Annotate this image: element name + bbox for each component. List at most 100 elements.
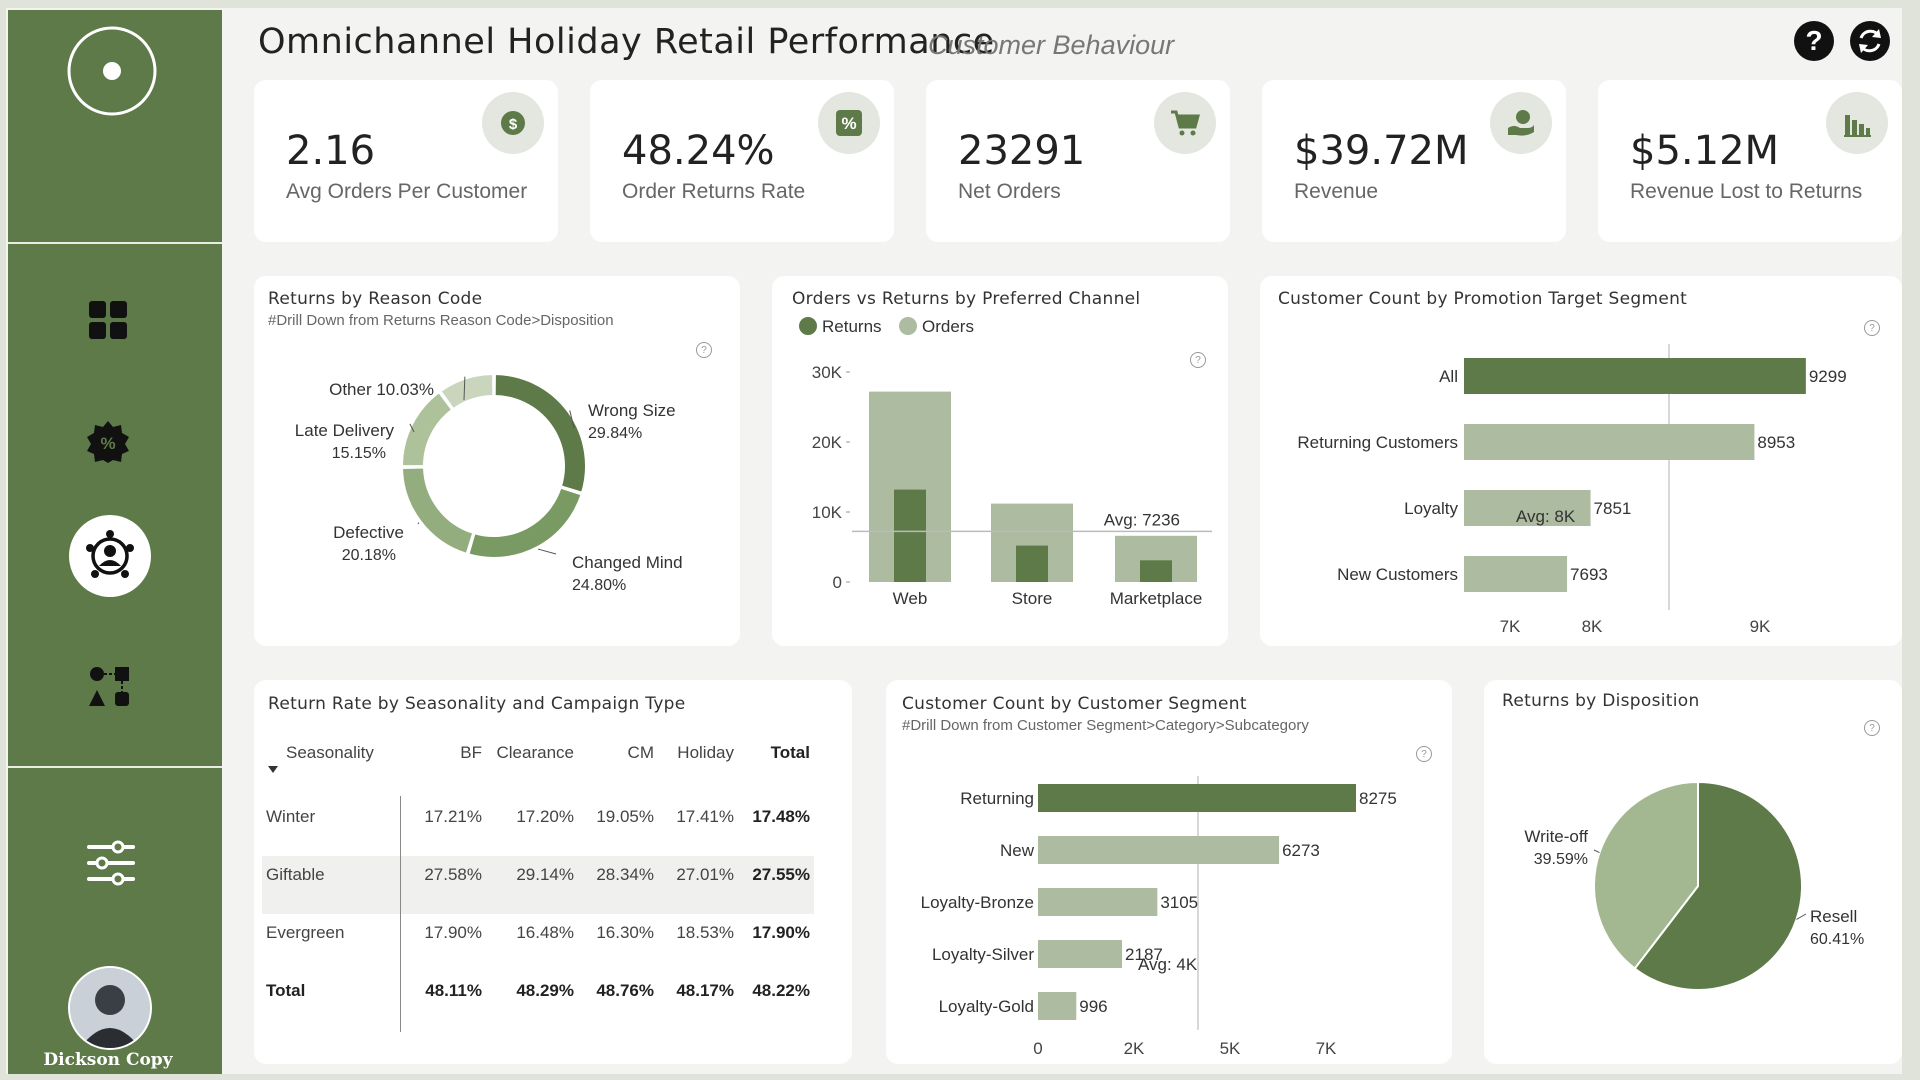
svg-text:%: % — [100, 434, 115, 453]
leader-line — [1593, 849, 1600, 854]
returns-bar — [1016, 545, 1048, 582]
kpi-value: $5.12M — [1630, 128, 1780, 174]
table-cell: 28.34% — [596, 865, 654, 884]
table-cell: 48.11% — [425, 981, 482, 1000]
info-icon[interactable]: ? — [1864, 320, 1880, 336]
legend-marker — [799, 317, 817, 335]
chart-subtitle: #Drill Down from Returns Reason Code>Dis… — [268, 312, 614, 329]
return-rate-table: Seasonality BF Clearance CM Holiday Tota… — [262, 730, 810, 1020]
column-header[interactable]: Seasonality — [286, 743, 374, 762]
donut-slice — [400, 466, 475, 556]
table-row[interactable]: Winter 17.21% 17.20% 19.05% 17.41% 17.48% — [262, 788, 810, 846]
svg-text:$: $ — [509, 116, 518, 133]
giftable-row-bg — [262, 856, 814, 914]
category-label: Returning — [960, 789, 1034, 808]
donut-slice — [493, 372, 587, 494]
discount-badge-icon[interactable]: % — [86, 420, 130, 464]
returns-by-disposition-card: Returns by Disposition ? Resell 60.41% Wri… — [1484, 680, 1902, 1064]
legend-label: Orders — [922, 317, 974, 336]
page-subtitle: Customer Behaviour — [928, 30, 1175, 60]
average-label: Avg: 4K — [1138, 955, 1198, 974]
column-header[interactable]: BF — [460, 743, 482, 762]
kpi-card: 2.16 Avg Orders Per Customer $ — [254, 80, 558, 242]
kpi-label: Revenue Lost to Returns — [1630, 180, 1863, 203]
dashboard-grid-icon[interactable] — [88, 300, 128, 340]
kpi-card: $5.12M Revenue Lost to Returns — [1598, 80, 1902, 242]
category-label: Returning Customers — [1297, 433, 1458, 452]
percent-icon: % — [818, 92, 880, 154]
kpi-label: Revenue — [1294, 180, 1379, 203]
chart-title: Returns by Disposition — [1502, 691, 1700, 711]
average-label: Avg: 7236 — [1104, 510, 1180, 529]
pie-slice — [1593, 780, 1699, 970]
category-label: Loyalty — [1404, 499, 1458, 518]
help-icon[interactable]: ? — [1794, 21, 1834, 61]
table-cell: 48.22% — [752, 981, 810, 1000]
kpi-card: $39.72M Revenue — [1262, 80, 1566, 242]
column-header[interactable]: Holiday — [677, 743, 734, 762]
pie-slice — [1633, 780, 1803, 991]
home-logo-icon[interactable] — [66, 25, 158, 117]
table-cell: 17.48% — [752, 807, 810, 826]
refresh-icon[interactable] — [1850, 21, 1890, 61]
svg-text:%: % — [841, 114, 856, 133]
filter-sliders-icon[interactable] — [86, 838, 136, 888]
segment-bar — [1038, 940, 1123, 968]
slice-label: Wrong Size — [588, 401, 676, 420]
table-cell: 48.17% — [676, 981, 734, 1000]
customer-network-icon[interactable] — [69, 515, 151, 597]
table-cell: 27.01% — [676, 865, 734, 884]
slice-label: Defective — [333, 523, 404, 542]
y-tick-label: 20K — [812, 433, 843, 452]
workflow-shapes-icon[interactable] — [88, 665, 132, 709]
column-header[interactable]: Clearance — [496, 743, 575, 762]
table-row[interactable]: Total 48.11% 48.29% 48.76% 48.17% 48.22% — [262, 962, 810, 1020]
x-tick-label: 5K — [1220, 1039, 1241, 1058]
value-label: 3105 — [1160, 893, 1198, 912]
x-tick-label: 7K — [1500, 617, 1521, 636]
value-label: 7693 — [1570, 565, 1608, 584]
customer-segment-card: Customer Count by Customer Segment #Dril… — [886, 680, 1452, 1064]
table-row[interactable]: Evergreen 17.90% 16.48% 16.30% 18.53% 17.90% — [262, 904, 810, 962]
leader-line — [417, 522, 420, 525]
x-tick-label: 8K — [1582, 617, 1603, 636]
slice-label: Resell — [1810, 907, 1857, 926]
table-cell: 16.30% — [596, 923, 654, 942]
average-label: Avg: 8K — [1516, 507, 1576, 526]
column-chart: Returns Orders 0 10K 20K 30K Web Store Marketpla… — [799, 317, 1212, 608]
bar-decline-icon — [1826, 92, 1888, 154]
info-icon[interactable]: ? — [1190, 352, 1206, 368]
page-title: Omnichannel Holiday Retail Performance — [258, 22, 995, 62]
avatar[interactable] — [68, 966, 152, 1050]
table-cell: 17.21% — [424, 807, 482, 826]
chart-title: Returns by Reason Code — [268, 289, 483, 309]
segment-bar — [1038, 888, 1158, 916]
value-label: 8953 — [1757, 433, 1795, 452]
disposition-pie-chart: Resell 60.41% Write-off 39.59% — [1524, 780, 1864, 991]
row-label: Total — [266, 981, 306, 1000]
slice-value: 39.59% — [1534, 851, 1588, 868]
table-row[interactable]: Giftable 27.58% 29.14% 28.34% 27.01% 27.55% — [262, 846, 810, 904]
slice-value: 20.18% — [342, 547, 396, 564]
info-icon[interactable]: ? — [696, 342, 712, 358]
info-icon[interactable]: ? — [1416, 746, 1432, 762]
value-label: 2187 — [1125, 945, 1163, 964]
table-cell: 27.55% — [752, 865, 810, 884]
cart-icon — [1154, 92, 1216, 154]
column-header[interactable]: CM — [627, 743, 654, 762]
segment-bar — [1038, 992, 1077, 1020]
info-icon[interactable]: ? — [1864, 720, 1880, 736]
column-header[interactable]: Total — [770, 743, 810, 762]
sort-caret-icon[interactable] — [268, 766, 278, 773]
x-tick-label: Store — [1012, 589, 1053, 608]
slice-label: Other 10.03% — [329, 380, 434, 399]
chart-subtitle: #Drill Down from Customer Segment>Catego… — [902, 717, 1309, 734]
chart-title: Orders vs Returns by Preferred Channel — [792, 289, 1141, 309]
segment-bar — [1464, 556, 1568, 592]
x-tick-label: 0 — [1033, 1039, 1042, 1058]
chart-title: Customer Count by Customer Segment — [902, 694, 1247, 714]
kpi-value: 48.24% — [622, 128, 775, 174]
table-cell: 48.76% — [596, 981, 654, 1000]
slice-value: 60.41% — [1810, 931, 1864, 948]
sidebar: % Dickson Copy — [8, 10, 222, 1074]
